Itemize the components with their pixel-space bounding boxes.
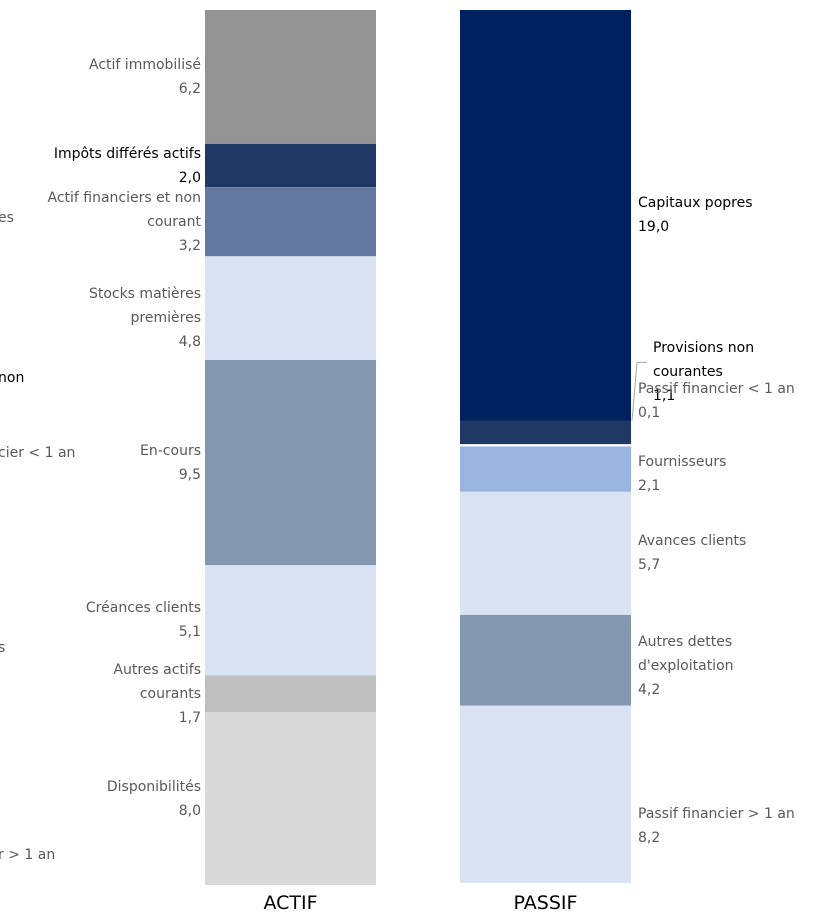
value-label: 4,8	[178, 334, 201, 351]
segment	[460, 444, 631, 447]
segment-name: Actif immobilisé	[89, 56, 201, 73]
segment	[460, 420, 631, 445]
segment-label: Provisions non courantes 1,1	[653, 336, 803, 408]
segment-name: Passif financier > 1 an	[638, 806, 795, 823]
cropped-label: cier < 1 an	[0, 445, 76, 461]
segment-label: Passif financier > 1 an 8,2	[638, 802, 835, 850]
segment-name: Autres dettes d'exploitation	[638, 634, 734, 675]
segment-label: Autres actifs courants 1,7	[81, 658, 201, 730]
value-label: 3,2	[178, 237, 201, 254]
value-label: 1,1	[653, 388, 676, 405]
segment-label: Impôts différés actifs 2,0	[31, 142, 201, 190]
cropped-label: es	[0, 210, 14, 226]
segment	[460, 10, 631, 421]
value-label: 8,2	[638, 830, 661, 847]
segment	[205, 143, 376, 188]
segment	[460, 705, 631, 883]
segment-label: Stocks matières premières 4,8	[71, 282, 201, 354]
segment-name: Capitaux popres	[638, 195, 753, 212]
segment-label: Actif immobilisé 6,2	[41, 53, 201, 101]
segment	[205, 256, 376, 360]
segment-label: Avances clients 5,7	[638, 529, 828, 577]
value-label: 1,7	[178, 709, 201, 726]
segment-label: Créances clients 5,1	[51, 596, 201, 644]
segment-name: Fournisseurs	[638, 454, 727, 471]
segment-name: En-cours	[140, 442, 201, 459]
segment-name: Stocks matières premières	[88, 286, 201, 327]
value-label: 2,1	[638, 478, 661, 495]
segment-name: Impôts différés actifs	[53, 145, 201, 162]
leader-line	[631, 361, 647, 421]
segment-label: Passif financier < 1 an 0,1	[638, 377, 835, 425]
segment	[205, 712, 376, 885]
category-label: PASSIF	[513, 892, 578, 914]
segment	[205, 187, 376, 257]
segment-label: Capitaux popres 19,0	[638, 191, 828, 239]
segment-label: En-cours 9,5	[101, 439, 201, 487]
segment-label: Autres dettes d'exploitation 4,2	[638, 630, 788, 702]
segment	[205, 675, 376, 713]
cropped-label: s	[0, 640, 6, 656]
segment-name: Actif financiers et non courant	[47, 189, 202, 230]
segment	[205, 360, 376, 566]
segment	[460, 614, 631, 706]
cropped-label: non	[0, 370, 25, 386]
segment	[460, 491, 631, 615]
category-label: ACTIF	[263, 892, 318, 914]
segment-name: Créances clients	[85, 600, 201, 617]
segment	[205, 565, 376, 676]
segment-label: Disponibilités 8,0	[51, 775, 201, 823]
value-label: 2,0	[178, 169, 201, 186]
value-label: 8,0	[178, 802, 201, 819]
value-label: 0,1	[638, 405, 661, 422]
segment-name: Disponibilités	[106, 778, 201, 795]
cropped-label: r > 1 an	[0, 847, 56, 863]
segment-label: Fournisseurs 2,1	[638, 450, 828, 498]
segment	[460, 446, 631, 492]
value-label: 5,7	[638, 557, 661, 574]
segment	[205, 10, 376, 144]
segment-name: Provisions non courantes	[653, 340, 755, 381]
segment-name: Passif financier < 1 an	[638, 381, 795, 398]
segment-name: Autres actifs courants	[113, 661, 201, 702]
value-label: 9,5	[178, 466, 201, 483]
value-label: 4,2	[638, 682, 661, 699]
segment-name: Avances clients	[638, 533, 747, 550]
segment-label: Actif financiers et non courant 3,2	[41, 186, 202, 258]
value-label: 19,0	[638, 219, 670, 236]
value-label: 6,2	[178, 80, 201, 97]
value-label: 5,1	[178, 624, 201, 641]
